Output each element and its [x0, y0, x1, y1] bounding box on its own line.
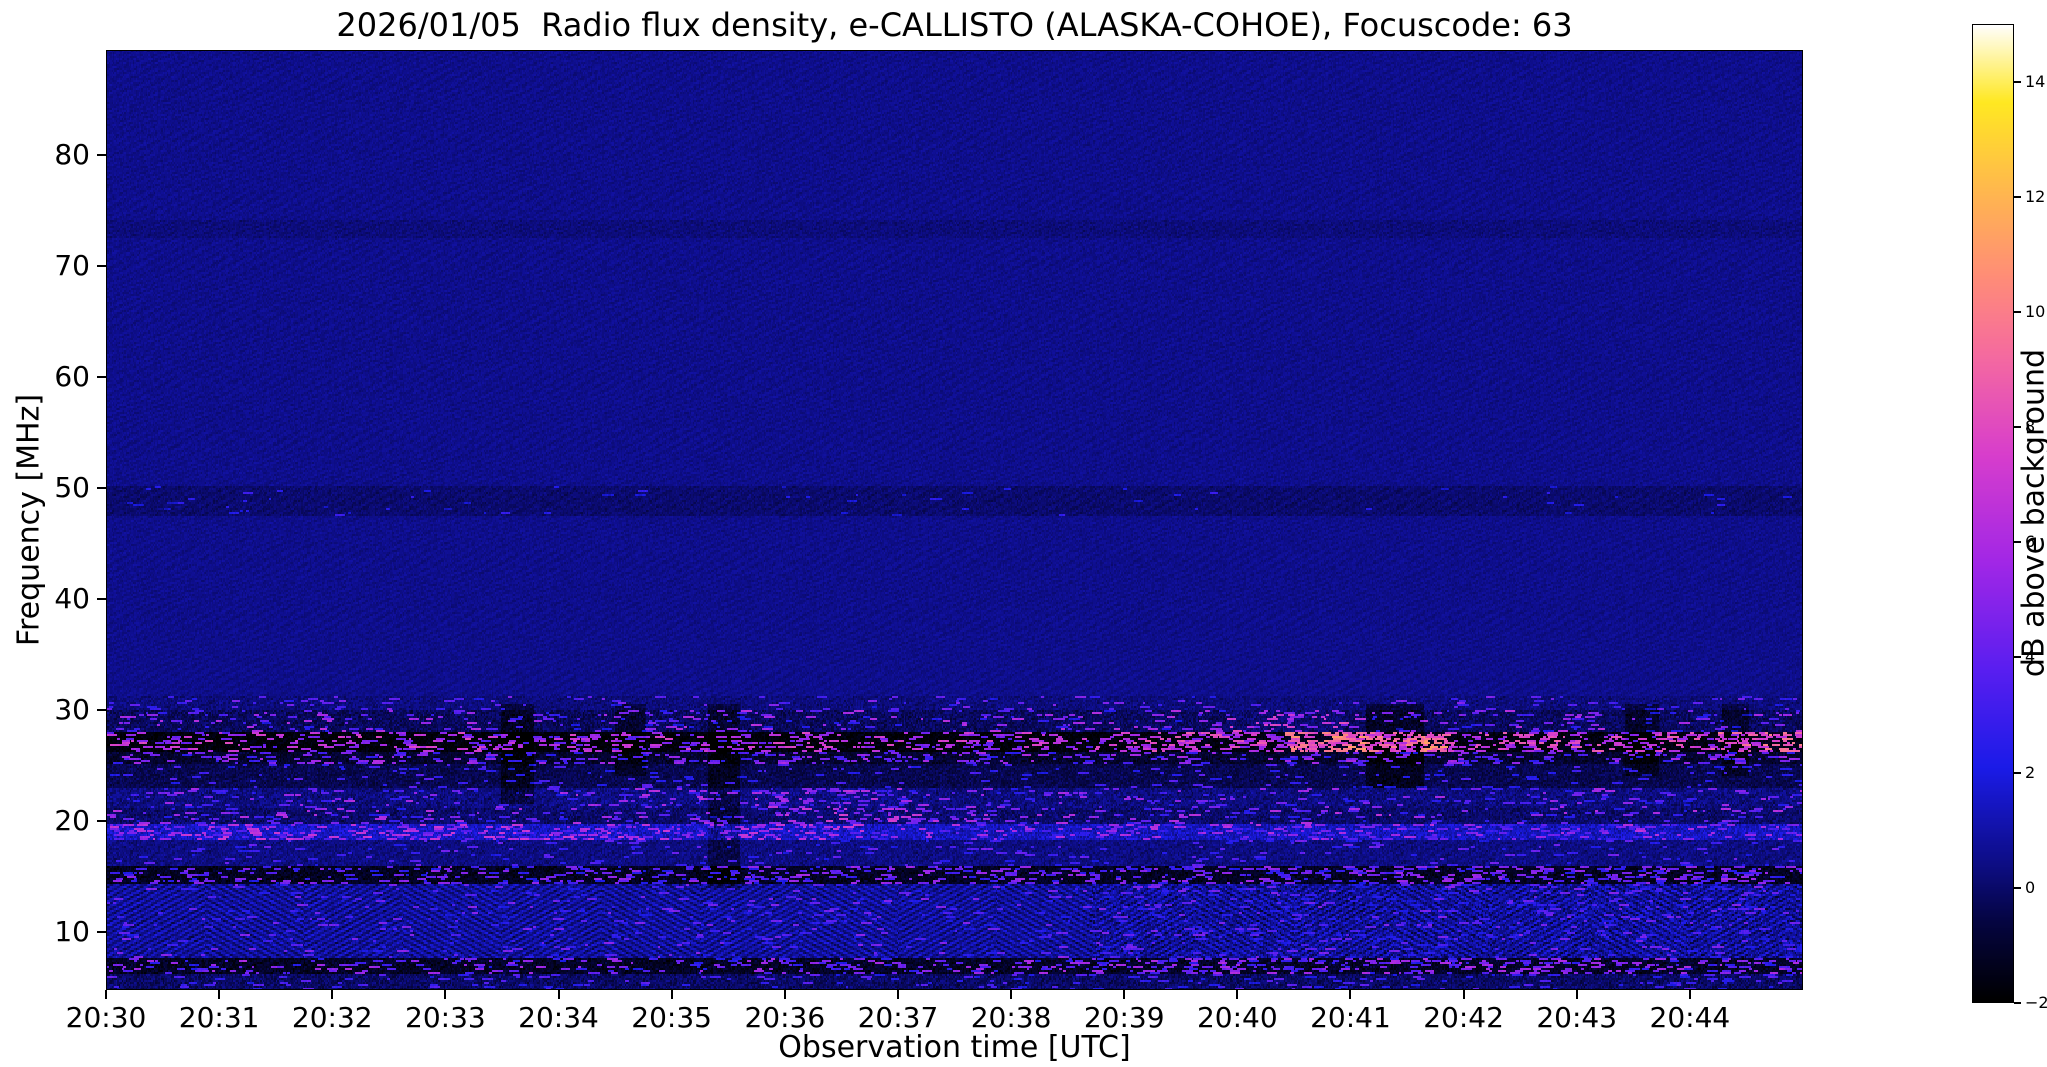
- colorbar-tick-label: −2: [2025, 993, 2047, 1012]
- x-tick-mark: [670, 990, 673, 999]
- x-tick-label: 20:30: [65, 1001, 147, 1034]
- colorbar-tick-mark: [2014, 541, 2021, 544]
- y-tick-mark: [97, 376, 106, 379]
- y-tick-label: 20: [54, 804, 90, 838]
- x-tick-mark: [1123, 990, 1126, 999]
- y-tick-label: 70: [54, 249, 90, 283]
- x-tick-label: 20:33: [405, 1001, 486, 1034]
- colorbar-tick-label: 12: [2025, 186, 2046, 206]
- colorbar-tick-mark: [2014, 80, 2021, 83]
- x-tick-label: 20:34: [518, 1001, 599, 1034]
- x-tick-mark: [896, 990, 899, 999]
- x-tick-mark: [1688, 990, 1691, 999]
- x-tick-mark: [331, 990, 334, 999]
- colorbar-tick-mark: [2014, 1002, 2021, 1004]
- y-tick-label: 10: [54, 915, 90, 949]
- y-tick-mark: [97, 820, 106, 823]
- x-tick-label: 20:40: [1196, 1001, 1278, 1034]
- colorbar-tick-label: 14: [2025, 71, 2046, 91]
- x-tick-label: 20:38: [970, 1001, 1052, 1034]
- y-tick-mark: [97, 931, 106, 934]
- colorbar-tick-mark: [2014, 310, 2021, 313]
- spectrogram-heatmap: [106, 50, 1803, 990]
- y-tick-label: 80: [54, 138, 90, 172]
- y-tick-label: 40: [54, 582, 90, 616]
- x-tick-mark: [218, 990, 221, 999]
- x-tick-mark: [1010, 990, 1013, 999]
- y-tick-label: 30: [54, 693, 90, 727]
- y-tick-mark: [97, 598, 106, 601]
- colorbar-tick-mark: [2014, 886, 2021, 889]
- x-tick-label: 20:36: [744, 1001, 826, 1034]
- x-tick-label: 20:41: [1310, 1001, 1391, 1034]
- x-tick-mark: [105, 990, 107, 999]
- x-tick-label: 20:31: [178, 1001, 260, 1034]
- x-tick-label: 20:35: [631, 1001, 712, 1034]
- x-tick-mark: [783, 990, 786, 999]
- colorbar-tick-mark: [2014, 656, 2021, 659]
- x-axis-label: Observation time [UTC]: [778, 1030, 1131, 1065]
- x-tick-label: 20:39: [1083, 1001, 1165, 1034]
- colorbar-label: dB above background: [2016, 348, 2047, 678]
- y-tick-label: 50: [54, 471, 90, 505]
- x-tick-mark: [1349, 990, 1352, 999]
- x-tick-label: 20:43: [1536, 1001, 1618, 1034]
- y-tick-label: 60: [54, 360, 90, 394]
- x-tick-label: 20:44: [1649, 1001, 1731, 1034]
- colorbar-tick-label: 0: [2025, 877, 2036, 897]
- colorbar-tick-label: 2: [2025, 762, 2036, 782]
- y-tick-mark: [97, 265, 106, 268]
- chart-title: 2026/01/05 Radio flux density, e-CALLIST…: [336, 6, 1573, 44]
- x-tick-mark: [557, 990, 560, 999]
- colorbar-tick-label: 4: [2025, 647, 2036, 667]
- x-tick-label: 20:32: [291, 1001, 373, 1034]
- x-tick-label: 20:37: [857, 1001, 939, 1034]
- y-tick-mark: [97, 709, 106, 712]
- colorbar-tick-label: 8: [2025, 417, 2036, 437]
- x-tick-mark: [1462, 990, 1465, 999]
- colorbar-tick-mark: [2014, 195, 2021, 198]
- colorbar-gradient: [1972, 24, 2014, 1003]
- y-tick-mark: [97, 487, 106, 490]
- colorbar-tick-label: 6: [2025, 532, 2036, 552]
- x-tick-mark: [1236, 990, 1239, 999]
- x-tick-label: 20:42: [1423, 1001, 1504, 1034]
- x-tick-mark: [1575, 990, 1578, 999]
- colorbar-tick-mark: [2014, 771, 2021, 774]
- y-tick-mark: [97, 154, 106, 157]
- colorbar-tick-mark: [2014, 426, 2021, 429]
- colorbar-tick-label: 10: [2025, 301, 2046, 321]
- x-tick-mark: [444, 990, 447, 999]
